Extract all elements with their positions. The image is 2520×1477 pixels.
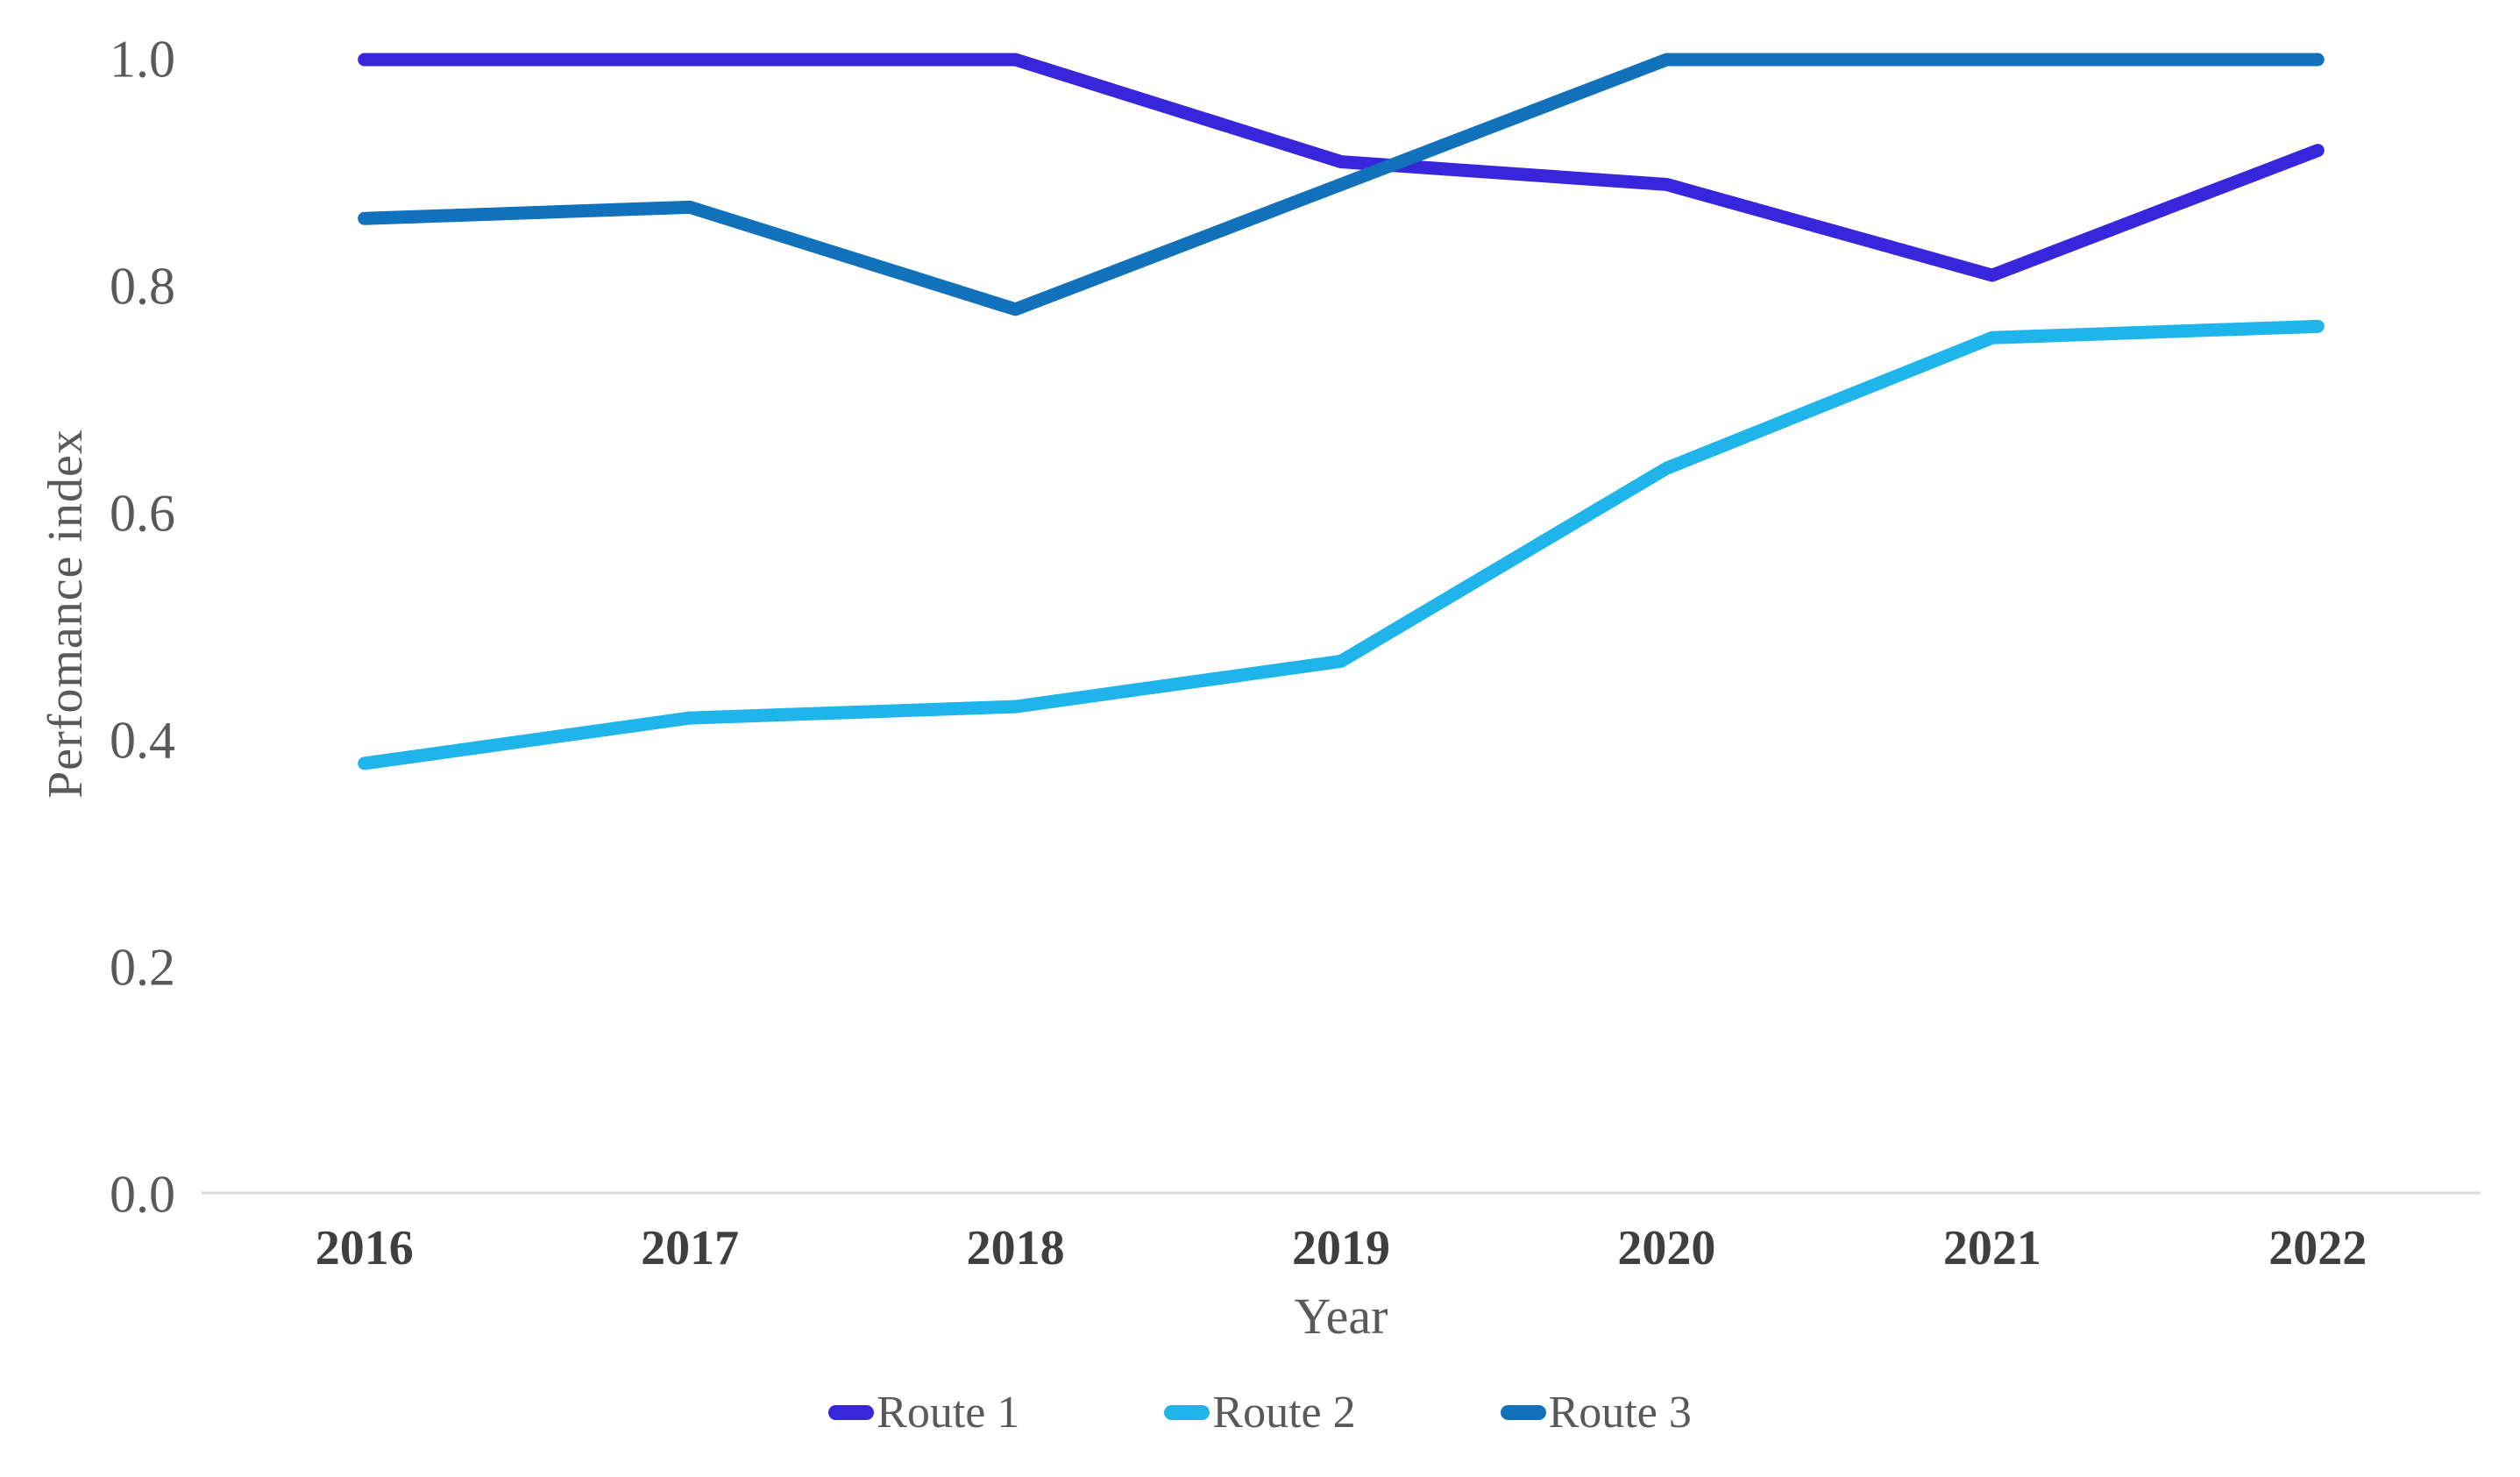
x-tick-label-2017: 2017 (641, 1221, 740, 1275)
y-tick-label-0.2: 0.2 (110, 938, 175, 997)
y-tick-label-0.4: 0.4 (110, 711, 175, 770)
legend-item-route-2: Route 2 (1164, 1387, 1356, 1438)
x-tick-label-2020: 2020 (1617, 1221, 1716, 1275)
y-tick-label-0.0: 0.0 (110, 1165, 175, 1224)
x-tick-label-2022: 2022 (2268, 1221, 2367, 1275)
x-tick-label-2016: 2016 (315, 1221, 414, 1275)
x-tick-label-2018: 2018 (966, 1221, 1065, 1275)
legend-item-route-3: Route 3 (1500, 1387, 1692, 1438)
y-tick-label-0.6: 0.6 (110, 484, 175, 543)
legend-swatch-icon (828, 1405, 875, 1420)
x-axis-title: Year (1294, 1288, 1388, 1345)
legend-swatch-icon (1164, 1405, 1210, 1420)
legend-item-route-1: Route 1 (828, 1387, 1019, 1438)
legend-label: Route 2 (1212, 1388, 1356, 1438)
x-tick-label-2021: 2021 (1942, 1221, 2041, 1275)
y-tick-label-1.0: 1.0 (110, 30, 175, 89)
series-line-route-3 (358, 53, 2325, 316)
series-line-route-2 (358, 319, 2325, 770)
legend: Route 1 Route 2 Route 3 (0, 1387, 2520, 1438)
legend-label: Route 1 (877, 1388, 1020, 1438)
legend-label: Route 3 (1548, 1388, 1692, 1438)
y-tick-label-0.8: 0.8 (110, 257, 175, 316)
x-tick-label-2019: 2019 (1292, 1221, 1390, 1275)
y-axis-title: Perfomance index (39, 429, 93, 799)
legend-swatch-icon (1500, 1405, 1546, 1420)
series-line-route-1 (358, 53, 2325, 282)
